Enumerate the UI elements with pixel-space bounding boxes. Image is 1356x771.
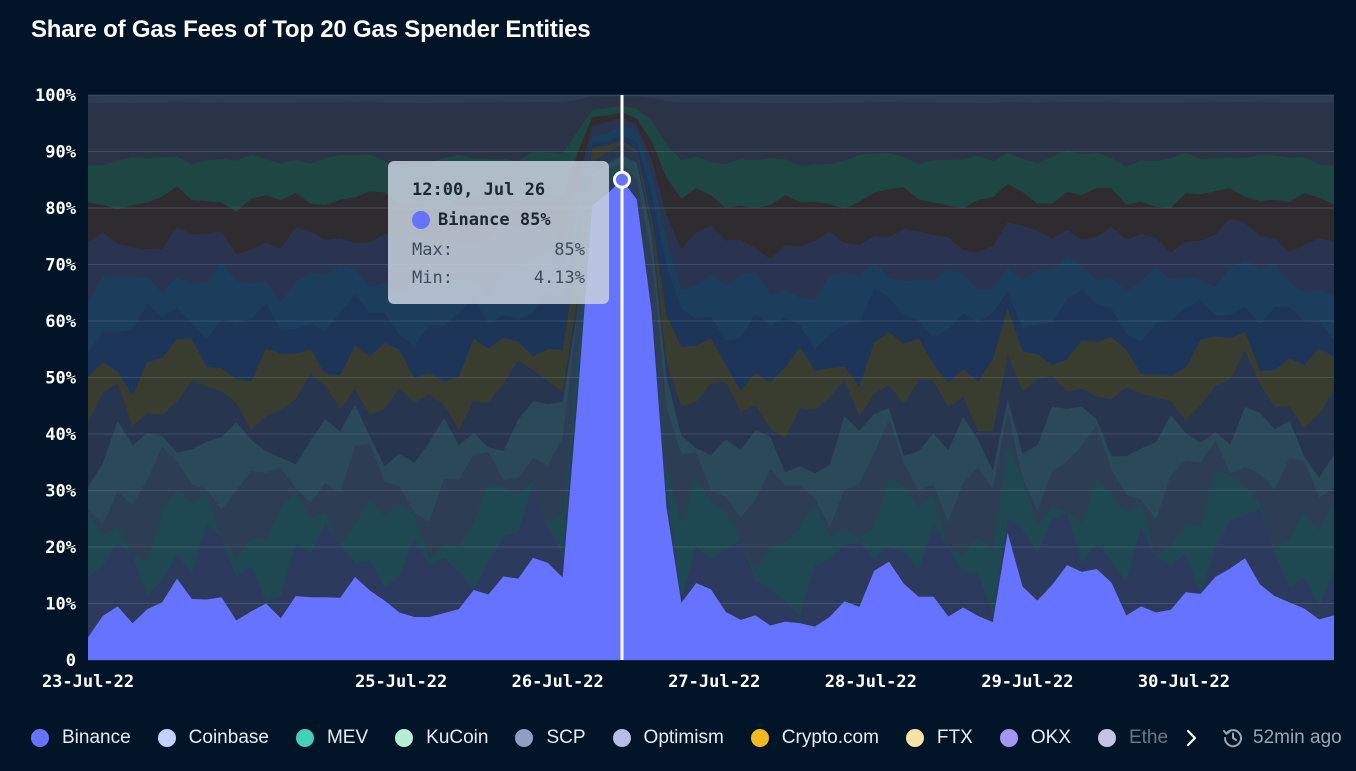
y-tick-label: 60% [45, 312, 76, 332]
tooltip-time: 12:00, Jul 26 [412, 180, 546, 200]
tooltip: 12:00, Jul 26 Binance 85% Max: 85% Min: … [388, 161, 609, 304]
x-tick-label: 25-Jul-22 [355, 672, 447, 692]
legend-label: MEV [326, 727, 369, 748]
legend-item-okx[interactable]: OKX [999, 727, 1071, 749]
background-series-area-2 [88, 164, 1334, 616]
legend-item-ftx[interactable]: FTX [905, 727, 973, 749]
legend-item-binance[interactable]: Binance [31, 727, 131, 749]
y-axis-ticks: 100% 90% 80% 70% 60% 50% 40% 30% 20% 10% 0 [35, 86, 77, 671]
tooltip-max-value: 85% [554, 240, 585, 260]
legend: Binance Coinbase MEV KuCoin SCP Optimism Crypt… [31, 724, 1195, 752]
y-tick-label: 40% [45, 425, 76, 445]
y-tick-label: 10% [45, 595, 76, 615]
tooltip-series-value: 85% [519, 210, 551, 230]
cursor-point[interactable] [613, 170, 631, 189]
stacked-area-chart[interactable]: 100% 90% 80% 70% 60% 50% 40% 30% 20% 10% 0 23-Jul-… [0, 0, 1356, 700]
tooltip-series: Binance 85% [412, 210, 551, 230]
history-clock-icon [1223, 729, 1242, 748]
tooltip-max-label: Max: [412, 240, 453, 260]
chevron-right-icon [1186, 729, 1197, 747]
legend-item-crypto-com[interactable]: Crypto.com [750, 727, 879, 749]
y-tick-label: 0 [66, 651, 76, 671]
legend-dot [395, 729, 414, 747]
background-series-area-6 [88, 140, 1334, 439]
legend-item-ethe[interactable]: Ethe [1097, 727, 1169, 749]
background-series-area-7 [88, 134, 1334, 396]
tooltip-series-dot [412, 211, 430, 229]
legend-item-coinbase[interactable]: Coinbase [157, 727, 269, 749]
legend-dot [999, 729, 1018, 747]
legend-label: SCP [546, 727, 586, 748]
background-series-area-12 [88, 96, 1334, 167]
legend-item-kucoin[interactable]: KuCoin [395, 727, 488, 749]
y-tick-label: 70% [45, 256, 76, 276]
legend-label: Ethe [1128, 727, 1169, 748]
background-series-area-5 [88, 144, 1334, 488]
legend-dot [750, 729, 769, 747]
tooltip-max-row: Max: 85% [412, 240, 585, 260]
legend-label: OKX [1030, 727, 1071, 748]
last-updated: 52min ago [1222, 724, 1342, 752]
legend-label: Binance [62, 727, 131, 748]
legend-label: Coinbase [188, 727, 269, 748]
y-tick-label: 80% [45, 199, 76, 219]
x-tick-label: 23-Jul-22 [42, 672, 134, 692]
legend-dot [612, 729, 631, 747]
legend-label: FTX [936, 727, 973, 748]
legend-dot [157, 729, 176, 747]
binance-area[interactable] [88, 179, 1334, 660]
legend-dot [515, 729, 534, 747]
legend-dot [31, 729, 49, 747]
tooltip-min-label: Min: [412, 268, 453, 288]
legend-label: KuCoin [426, 727, 489, 748]
y-tick-label: 50% [45, 369, 76, 389]
legend-dot [905, 729, 924, 747]
x-tick-label: 30-Jul-22 [1138, 672, 1230, 692]
tooltip-min-row: Min: 4.13% [412, 268, 585, 288]
legend-dot [1097, 729, 1116, 747]
background-series-area-1 [88, 168, 1334, 638]
x-tick-label: 26-Jul-22 [512, 672, 604, 692]
legend-dot [295, 729, 314, 747]
last-updated-text: 52min ago [1253, 727, 1342, 748]
tooltip-series-name: Binance [438, 210, 510, 230]
legend-next-button[interactable] [1178, 724, 1204, 752]
hover-cursor [613, 95, 631, 660]
legend-item-mev[interactable]: MEV [295, 727, 369, 749]
chart-title: Share of Gas Fees of Top 20 Gas Spender … [31, 16, 591, 43]
x-axis-ticks: 23-Jul-22 25-Jul-22 26-Jul-22 27-Jul-22 28-J… [42, 672, 1230, 692]
legend-item-scp[interactable]: SCP [515, 727, 586, 749]
y-tick-label: 90% [45, 143, 76, 163]
legend-label: Optimism [643, 727, 724, 748]
y-tick-label: 30% [45, 482, 76, 502]
binance-series [88, 179, 1334, 660]
x-tick-label: 28-Jul-22 [825, 672, 917, 692]
legend-item-optimism[interactable]: Optimism [612, 727, 724, 749]
background-series-area-4 [88, 155, 1334, 528]
y-tick-label: 100% [35, 86, 77, 106]
legend-label: Crypto.com [781, 727, 879, 748]
x-tick-label: 27-Jul-22 [668, 672, 760, 692]
x-tick-label: 29-Jul-22 [981, 672, 1073, 692]
tooltip-min-value: 4.13% [533, 268, 585, 288]
y-tick-label: 20% [45, 538, 76, 558]
